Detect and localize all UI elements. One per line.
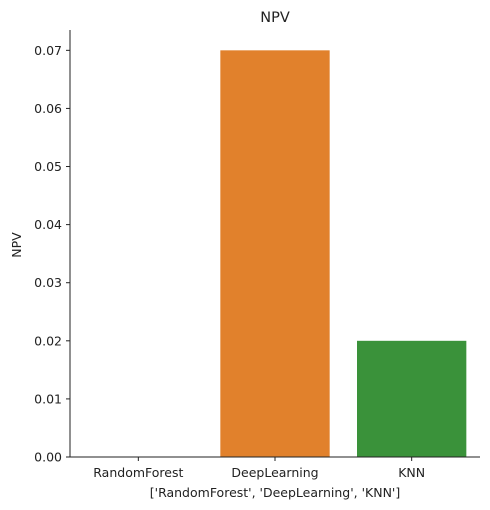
x-axis-label: ['RandomForest', 'DeepLearning', 'KNN'] xyxy=(150,485,400,500)
y-tick-label: 0.03 xyxy=(34,275,62,290)
y-tick-label: 0.02 xyxy=(34,333,62,348)
y-tick-label: 0.05 xyxy=(34,159,62,174)
y-tick-label: 0.06 xyxy=(34,101,62,116)
y-axis-label: NPV xyxy=(9,232,24,258)
chart-title: NPV xyxy=(260,10,290,26)
y-tick-label: 0.04 xyxy=(34,217,62,232)
x-tick-label: KNN xyxy=(398,465,425,480)
bar-knn xyxy=(357,340,467,457)
x-tick-label: RandomForest xyxy=(93,465,183,480)
x-axis: RandomForest DeepLearning KNN xyxy=(93,457,425,480)
y-tick-label: 0.01 xyxy=(34,391,62,406)
bar-deeplearning xyxy=(220,50,330,457)
bars-group xyxy=(220,50,467,457)
y-tick-label: 0.07 xyxy=(34,43,62,58)
y-tick-label: 0.00 xyxy=(34,450,62,465)
y-axis: 0.00 0.01 0.02 0.03 0.04 0.05 0.06 0.07 xyxy=(34,43,70,465)
x-tick-label: DeepLearning xyxy=(231,465,318,480)
